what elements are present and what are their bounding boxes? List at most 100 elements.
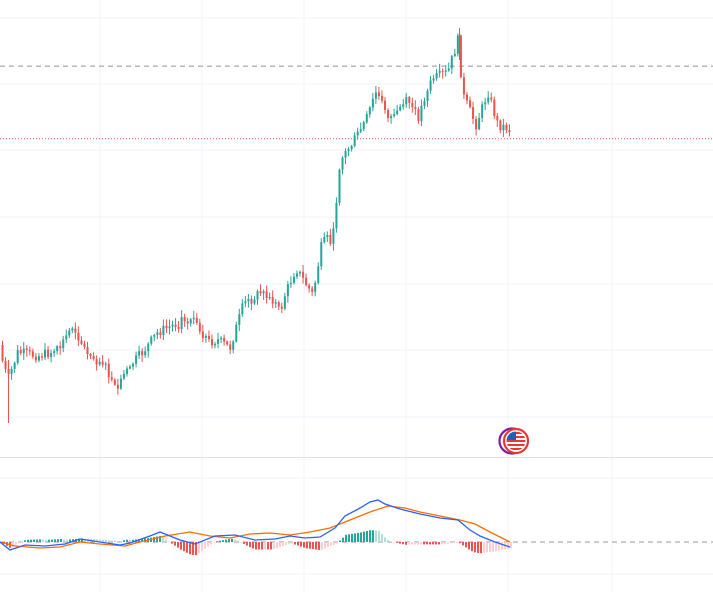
currency-badge[interactable]	[498, 426, 530, 456]
candle-body	[256, 291, 259, 300]
macd-histogram-bar	[171, 542, 173, 544]
macd-histogram-bar	[30, 539, 32, 542]
candle-body	[210, 339, 213, 346]
macd-histogram-bar	[474, 542, 476, 553]
candle-body	[144, 351, 147, 356]
candle-body	[198, 322, 201, 332]
candle-body	[344, 150, 347, 158]
macd-histogram-bar	[429, 542, 431, 545]
macd-histogram-bar	[72, 539, 74, 542]
macd-histogram-bar	[354, 533, 356, 542]
candle-body	[74, 328, 77, 333]
candle-body	[402, 104, 405, 107]
macd-histogram-bar	[66, 539, 68, 542]
macd-histogram-bar	[252, 542, 254, 549]
macd-histogram-bar	[177, 542, 179, 548]
macd-histogram-bar	[477, 542, 479, 553]
candle-body	[132, 363, 135, 367]
candle-body	[447, 68, 450, 71]
macd-histogram-bar	[102, 539, 104, 542]
macd-histogram-bar	[42, 539, 44, 542]
macd-histogram-bar	[111, 540, 113, 542]
macd-histogram-bar	[465, 542, 467, 548]
macd-histogram-bar	[456, 542, 458, 543]
macd-histogram-bar	[426, 542, 428, 545]
candle-body	[289, 282, 292, 285]
candle-body	[295, 273, 298, 277]
macd-histogram-bar	[123, 540, 125, 542]
macd-histogram-bar	[450, 542, 452, 544]
macd-histogram-bar	[468, 542, 470, 550]
macd-histogram-bar	[447, 542, 449, 544]
macd-histogram-bar	[57, 539, 59, 542]
candle-body	[399, 106, 402, 111]
macd-histogram-bar	[288, 542, 290, 544]
macd-histogram-bar	[471, 542, 473, 552]
candle-body	[481, 104, 484, 119]
candle-body	[462, 77, 465, 95]
macd-histogram-bar	[360, 532, 362, 542]
candle-body	[217, 339, 220, 344]
candle-body	[302, 271, 305, 278]
candle-body	[456, 35, 459, 54]
macd-histogram-bar	[414, 542, 416, 545]
candle-body	[50, 353, 53, 357]
candle-body	[259, 291, 262, 294]
candle-body	[10, 368, 13, 375]
macd-histogram-bar	[291, 542, 293, 544]
candle-body	[417, 109, 420, 121]
candle-body	[65, 335, 68, 340]
candle-body	[44, 349, 47, 358]
candle-body	[77, 332, 80, 341]
candle-body	[235, 324, 238, 342]
candle-body	[53, 351, 56, 354]
macd-histogram-bar	[399, 542, 401, 544]
macd-histogram-bar	[339, 540, 341, 542]
macd-histogram-bar	[372, 530, 374, 542]
candle-body	[71, 328, 74, 331]
macd-histogram-bar	[63, 539, 65, 542]
candle-body	[314, 282, 317, 292]
candle-body	[16, 350, 19, 363]
price-pane[interactable]	[0, 28, 713, 423]
candle-body	[396, 110, 399, 115]
macd-histogram-bar	[258, 542, 260, 550]
macd-pane[interactable]	[0, 499, 713, 556]
candle-body	[195, 317, 198, 323]
candle-body	[323, 236, 326, 243]
candle-body	[423, 101, 426, 106]
macd-histogram-bar	[396, 542, 398, 543]
candle-body	[444, 70, 447, 72]
candle-body	[68, 330, 71, 336]
candle-body	[31, 351, 34, 357]
macd-histogram-bar	[207, 542, 209, 547]
macd-histogram-bar	[228, 539, 230, 542]
macd-histogram-bar	[387, 540, 389, 542]
macd-histogram-bar	[132, 539, 134, 542]
macd-histogram-bar	[378, 530, 380, 542]
macd-histogram-bar	[39, 539, 41, 542]
candle-body	[387, 109, 390, 119]
macd-histogram-bar	[489, 542, 491, 552]
candle-body	[250, 298, 253, 304]
macd-histogram-bar	[321, 542, 323, 550]
candle-body	[214, 343, 217, 346]
candle-body	[244, 301, 247, 304]
macd-histogram-bar	[453, 542, 455, 544]
macd-histogram-bar	[375, 530, 377, 542]
candle-body	[332, 228, 335, 244]
candle-body	[280, 306, 283, 309]
candle-body	[350, 145, 353, 150]
candle-body	[484, 102, 487, 105]
macd-histogram-bar	[198, 542, 200, 554]
macd-histogram-bar	[195, 542, 197, 556]
macd-histogram-bar	[351, 533, 353, 542]
candle-body	[405, 97, 408, 105]
macd-histogram-bar	[210, 542, 212, 545]
macd-histogram-bar	[222, 540, 224, 542]
candle-body	[277, 302, 280, 307]
macd-histogram-bar	[264, 542, 266, 550]
candle-body	[19, 350, 22, 354]
